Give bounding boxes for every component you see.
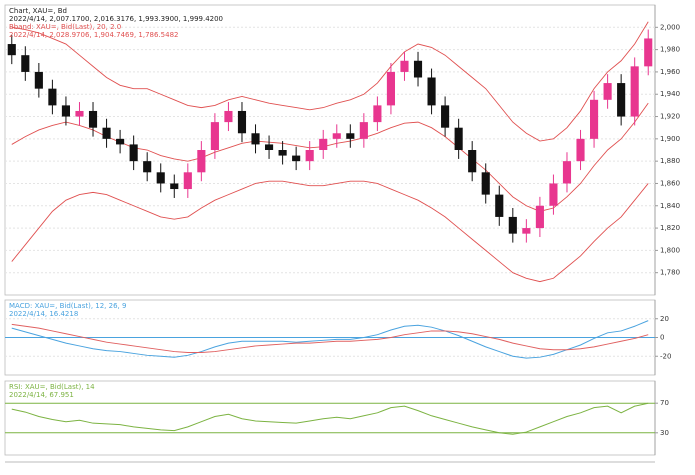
candle-body bbox=[359, 122, 368, 139]
series-line bbox=[11, 402, 649, 435]
y-tick-label: 1,920 bbox=[660, 113, 680, 121]
series-line bbox=[11, 320, 649, 359]
candle-body bbox=[495, 194, 504, 217]
candle-body bbox=[88, 110, 98, 128]
candle-body bbox=[441, 105, 450, 128]
candle-body bbox=[413, 60, 423, 78]
candle-body bbox=[102, 127, 111, 139]
candle-body bbox=[468, 150, 477, 173]
candle-body bbox=[197, 150, 206, 173]
y-tick-label: 20 bbox=[660, 315, 669, 323]
candle-body bbox=[373, 105, 382, 123]
candle-body bbox=[48, 88, 57, 106]
y-tick-label: 1,800 bbox=[660, 246, 680, 254]
candle-body bbox=[278, 150, 287, 156]
candle-body bbox=[319, 138, 328, 150]
y-tick-label: 1,780 bbox=[660, 269, 680, 277]
band-lower bbox=[11, 180, 649, 283]
candle-body bbox=[454, 127, 463, 150]
candle-body bbox=[237, 110, 247, 134]
y-tick-label: 1,880 bbox=[660, 157, 680, 165]
candle-body bbox=[143, 161, 152, 173]
candle-body bbox=[549, 183, 558, 206]
candle-body bbox=[292, 155, 301, 162]
candle-body bbox=[21, 55, 30, 72]
y-tick-label: 1,840 bbox=[660, 202, 680, 210]
candle-body bbox=[129, 144, 138, 162]
candle-body bbox=[481, 172, 490, 195]
candle-body bbox=[386, 71, 395, 106]
candle-body bbox=[427, 77, 436, 106]
y-tick-label: 1,900 bbox=[660, 135, 680, 143]
candle-body bbox=[251, 133, 260, 145]
candle-body bbox=[617, 83, 626, 117]
info-line: 2022/4/14, 67.951 bbox=[9, 391, 74, 399]
chart-title: Chart, XAU=, Bd bbox=[9, 7, 67, 15]
band-upper bbox=[11, 21, 649, 142]
y-tick-label: 1,960 bbox=[660, 68, 680, 76]
candle-body bbox=[630, 66, 639, 117]
candle-body bbox=[562, 161, 572, 184]
legend-entry: MACD: XAU=, Bid(Last), 12, 26, 9 bbox=[9, 302, 126, 310]
info-line: 2022/4/14, 2,007.1700, 2,016.3176, 1,993… bbox=[9, 15, 223, 23]
candle-body bbox=[332, 133, 341, 139]
candle-body bbox=[535, 205, 544, 229]
y-tick-label: 1,980 bbox=[660, 46, 680, 54]
candle-body bbox=[265, 144, 274, 150]
y-tick-label: 2,000 bbox=[660, 23, 680, 31]
info-line: 2022/4/14, 2,028.9706, 1,904.7469, 1,786… bbox=[9, 31, 178, 39]
candle-body bbox=[522, 228, 531, 234]
y-tick-label: 0 bbox=[660, 334, 664, 342]
y-tick-label: 1,820 bbox=[660, 224, 680, 232]
info-line: 2022/4/14, 16.4218 bbox=[9, 310, 78, 318]
candle-body bbox=[116, 138, 125, 145]
candle-body bbox=[224, 110, 233, 123]
y-tick-label: 1,860 bbox=[660, 179, 680, 187]
candle-body bbox=[34, 71, 43, 89]
y-tick-label: 30 bbox=[660, 429, 669, 437]
candle-body bbox=[75, 110, 84, 117]
candle-body bbox=[7, 44, 16, 56]
candle-body bbox=[305, 150, 314, 162]
legend-entry: RSI: XAU=, Bid(Last), 14 bbox=[9, 383, 95, 391]
candle-body bbox=[508, 216, 517, 234]
candle-body bbox=[183, 172, 192, 190]
candle-body bbox=[156, 172, 165, 184]
y-tick-label: -20 bbox=[660, 352, 671, 360]
candle-body bbox=[170, 183, 179, 190]
y-tick-label: 1,940 bbox=[660, 90, 680, 98]
candle-body bbox=[603, 83, 612, 100]
y-tick-label: 70 bbox=[660, 399, 669, 407]
candle-body bbox=[61, 105, 70, 117]
candle-body bbox=[644, 38, 653, 67]
candle-body bbox=[346, 133, 355, 139]
series-line bbox=[11, 323, 649, 353]
legend-entry: Bband: XAU=, Bid(Last), 20, 2.0 bbox=[9, 23, 121, 31]
candle-body bbox=[576, 138, 585, 162]
candle-body bbox=[400, 60, 409, 72]
candle-body bbox=[590, 99, 599, 139]
candle-body bbox=[210, 122, 219, 150]
